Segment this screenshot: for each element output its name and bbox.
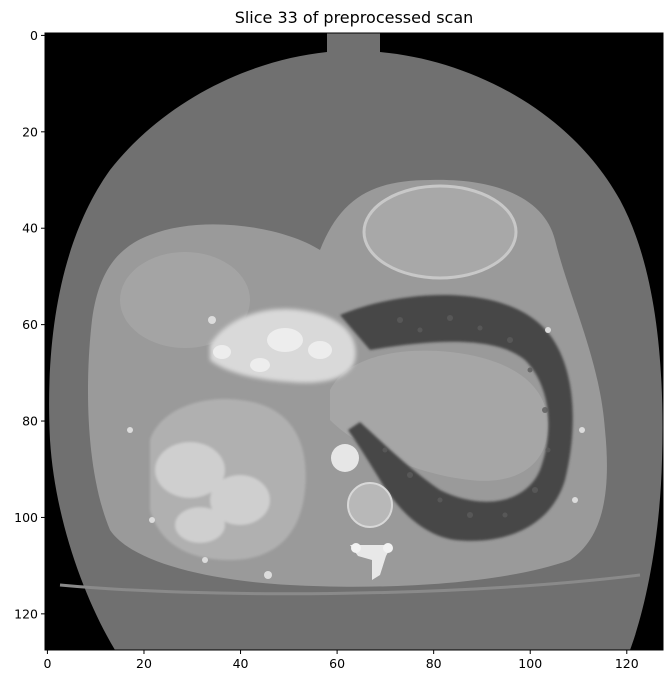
y-tick-label: 60 (22, 317, 38, 332)
x-tick-label: 80 (426, 656, 442, 671)
aorta (331, 444, 359, 472)
y-tick-label: 80 (22, 414, 38, 429)
spinous-process (350, 545, 392, 580)
x-tick-label: 20 (136, 656, 152, 671)
dark-cavity (340, 295, 573, 541)
table-band (59, 573, 641, 596)
y-axis-ticks: 0 20 40 60 80 100 120 (14, 28, 45, 621)
upper-right-organ (362, 184, 518, 280)
y-tick-label: 40 (22, 221, 38, 236)
y-tick-label: 100 (14, 510, 38, 525)
x-tick-label: 0 (43, 656, 51, 671)
y-tick-label: 0 (30, 28, 38, 43)
x-tick-label: 60 (329, 656, 345, 671)
bright-spots (213, 328, 332, 372)
x-axis-ticks: 0 20 40 60 80 100 120 (43, 650, 639, 671)
lower-left-bright (155, 442, 270, 543)
chart-title: Slice 33 of preprocessed scan (235, 8, 474, 27)
scan-image (45, 33, 663, 650)
cavity-speckles (382, 315, 551, 518)
x-tick-label: 120 (615, 656, 639, 671)
vertebral-body (347, 482, 393, 528)
y-tick-label: 120 (14, 606, 38, 621)
x-tick-label: 100 (518, 656, 542, 671)
axes-frame (44, 32, 664, 651)
y-tick-label: 20 (22, 124, 38, 139)
left-organ (120, 252, 250, 348)
x-tick-label: 40 (233, 656, 249, 671)
rib-dots (127, 316, 585, 579)
